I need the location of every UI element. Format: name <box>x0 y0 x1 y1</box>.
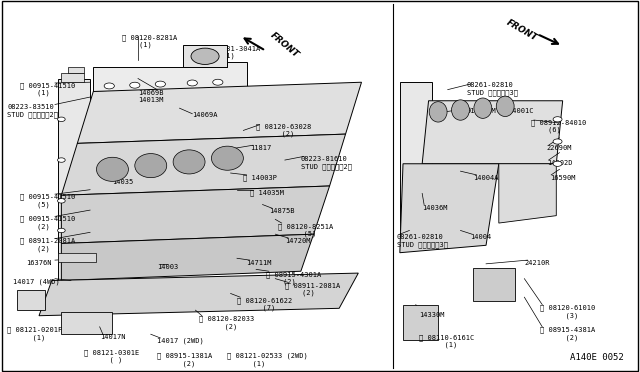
Ellipse shape <box>474 98 492 118</box>
Text: FRONT: FRONT <box>269 31 301 60</box>
Polygon shape <box>61 186 330 243</box>
Text: 14002D: 14002D <box>547 160 572 166</box>
Ellipse shape <box>97 157 129 182</box>
Ellipse shape <box>429 102 447 122</box>
Text: Ⓑ 08121-02533 (2WD)
      (1): Ⓑ 08121-02533 (2WD) (1) <box>227 353 308 367</box>
FancyBboxPatch shape <box>58 78 90 290</box>
Text: Ⓑ 08120-61622
      (7): Ⓑ 08120-61622 (7) <box>237 297 292 311</box>
Text: 14036M: 14036M <box>422 205 447 211</box>
Polygon shape <box>422 101 563 164</box>
FancyBboxPatch shape <box>403 305 438 340</box>
Text: 14017 (2WD): 14017 (2WD) <box>157 338 204 344</box>
Text: 14004: 14004 <box>470 234 492 240</box>
Text: Ⓦ 00915-41510
    (1): Ⓦ 00915-41510 (1) <box>20 82 75 96</box>
Ellipse shape <box>496 96 514 116</box>
Text: Ⓝ 08911-2081A
    (2): Ⓝ 08911-2081A (2) <box>285 282 340 296</box>
Text: Ⓑ 08121-0201F
      (1): Ⓑ 08121-0201F (1) <box>7 327 62 341</box>
Text: 14003: 14003 <box>157 264 179 270</box>
Polygon shape <box>77 82 362 143</box>
Text: 14035: 14035 <box>113 179 134 185</box>
Text: Ⓦ 08915-4381A
      (2): Ⓦ 08915-4381A (2) <box>540 327 596 341</box>
Text: 14004A: 14004A <box>473 175 499 181</box>
Text: Ⓑ 08120-8281A
    (1): Ⓑ 08120-8281A (1) <box>122 34 177 48</box>
Circle shape <box>58 117 65 122</box>
Text: 14330M: 14330M <box>419 312 445 318</box>
Circle shape <box>58 158 65 162</box>
Text: Ⓝ 08912-84010
    (6): Ⓝ 08912-84010 (6) <box>531 119 586 134</box>
Text: 08223-83510
STUD スタッド（2）: 08223-83510 STUD スタッド（2） <box>7 105 58 118</box>
FancyBboxPatch shape <box>68 67 84 73</box>
Circle shape <box>553 117 562 122</box>
Text: A140E 0052: A140E 0052 <box>570 353 623 362</box>
Text: 08261-02810
STUD スタッド（3）: 08261-02810 STUD スタッド（3） <box>397 234 447 248</box>
Text: Ⓦ 00915-41510
    (2): Ⓦ 00915-41510 (2) <box>20 216 75 230</box>
Polygon shape <box>400 164 499 253</box>
Ellipse shape <box>211 146 243 170</box>
Text: Ⓑ 08120-82033
      (2): Ⓑ 08120-82033 (2) <box>198 316 254 330</box>
Text: FRONT: FRONT <box>505 18 540 43</box>
Circle shape <box>130 82 140 88</box>
Text: Ⓦ 08915-1381A
      (2): Ⓦ 08915-1381A (2) <box>157 353 212 367</box>
Circle shape <box>191 48 219 64</box>
Circle shape <box>58 228 65 233</box>
FancyBboxPatch shape <box>61 73 84 82</box>
Circle shape <box>156 81 166 87</box>
Circle shape <box>187 80 197 86</box>
Text: 914036M: 914036M <box>467 108 497 114</box>
FancyBboxPatch shape <box>400 82 432 231</box>
Polygon shape <box>61 234 314 280</box>
Text: 14069B
14013M: 14069B 14013M <box>138 90 163 103</box>
Text: 14069A: 14069A <box>192 112 218 118</box>
Text: Ⓑ 08120-61010
      (3): Ⓑ 08120-61010 (3) <box>540 305 596 319</box>
Text: 14001C: 14001C <box>508 108 534 114</box>
Polygon shape <box>182 45 227 67</box>
FancyBboxPatch shape <box>61 312 113 334</box>
Text: Ⓑ 08120-8251A
      (5): Ⓑ 08120-8251A (5) <box>278 223 333 237</box>
FancyBboxPatch shape <box>473 267 515 301</box>
Text: Ⓑ 14003P: Ⓑ 14003P <box>243 175 277 182</box>
Text: Ⓑ 08110-6161C
      (1): Ⓑ 08110-6161C (1) <box>419 334 474 348</box>
Text: 16590M: 16590M <box>550 175 575 181</box>
Text: 11817: 11817 <box>250 145 271 151</box>
Circle shape <box>58 199 65 203</box>
Text: 14711M: 14711M <box>246 260 272 266</box>
Text: Ⓑ 14035M: Ⓑ 14035M <box>250 190 284 196</box>
Polygon shape <box>39 273 358 316</box>
Text: Ⓑ 08120-63028
      (2): Ⓑ 08120-63028 (2) <box>256 123 312 137</box>
Text: Ⓦ 00915-41510
    (5): Ⓦ 00915-41510 (5) <box>20 193 75 208</box>
Text: 08223-81610
STUD スタッド（2）: 08223-81610 STUD スタッド（2） <box>301 156 352 170</box>
Text: 14017 (4WD): 14017 (4WD) <box>13 279 60 285</box>
Polygon shape <box>61 134 346 195</box>
Text: 14875B: 14875B <box>269 208 294 214</box>
Ellipse shape <box>173 150 205 174</box>
Circle shape <box>104 83 115 89</box>
Circle shape <box>553 161 562 166</box>
Text: 08261-02810
STUD スタッド（3）: 08261-02810 STUD スタッド（3） <box>467 82 518 96</box>
Ellipse shape <box>452 100 469 120</box>
FancyBboxPatch shape <box>58 253 97 262</box>
Text: 22690M: 22690M <box>547 145 572 151</box>
Ellipse shape <box>135 154 167 178</box>
Text: 14017N: 14017N <box>100 334 125 340</box>
Text: 16376N: 16376N <box>26 260 52 266</box>
FancyBboxPatch shape <box>17 290 45 310</box>
Polygon shape <box>93 62 246 92</box>
Text: 24210R: 24210R <box>524 260 550 266</box>
Text: Ⓝ 08911-2081A
    (2): Ⓝ 08911-2081A (2) <box>20 238 75 252</box>
Circle shape <box>212 79 223 85</box>
Text: Ⓑ 08121-0301E
      ( ): Ⓑ 08121-0301E ( ) <box>84 349 139 363</box>
Polygon shape <box>499 164 556 223</box>
Text: Ⓝ 08915-4301A
    (2): Ⓝ 08915-4301A (2) <box>266 271 321 285</box>
Circle shape <box>553 139 562 144</box>
Text: Ⓢ 08931-3041A
    (1): Ⓢ 08931-3041A (1) <box>205 45 260 59</box>
Text: 14720M: 14720M <box>285 238 310 244</box>
